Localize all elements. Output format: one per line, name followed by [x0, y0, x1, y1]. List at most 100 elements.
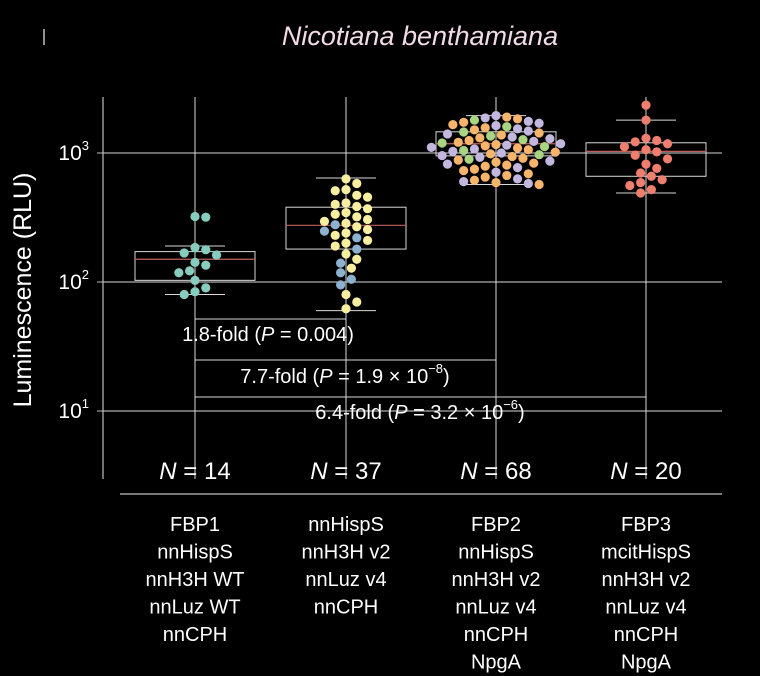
data-point: [352, 212, 362, 222]
fold-change-text: 1.8-fold (: [182, 324, 261, 346]
data-point: [539, 142, 550, 152]
data-point: [190, 275, 200, 285]
y-tick-label: 103: [58, 138, 89, 165]
data-point: [352, 233, 362, 243]
data-point: [341, 228, 351, 238]
data-point: [352, 297, 362, 307]
data-point: [362, 192, 373, 202]
fold-change-text: 6.4-fold (: [315, 402, 394, 424]
data-point: [362, 204, 373, 214]
data-point: [469, 175, 480, 185]
data-point: [630, 150, 640, 160]
p-value-close: ): [518, 402, 525, 424]
data-point: [523, 178, 533, 189]
data-point: [336, 280, 346, 290]
p-value-exponent: −8: [428, 361, 443, 376]
x-category-label-line: nnH3H v2: [602, 569, 691, 591]
data-point: [190, 257, 200, 267]
data-point: [352, 201, 362, 212]
data-point: [442, 159, 453, 169]
data-point: [201, 245, 211, 255]
x-category-label-line: nnCPH: [314, 597, 378, 619]
x-category-label-line: nnLuz WT: [149, 597, 240, 619]
data-point: [512, 124, 523, 134]
data-point: [646, 185, 656, 195]
x-category-label-line: FBP1: [170, 514, 220, 536]
data-point: [534, 179, 544, 190]
data-point: [453, 137, 463, 147]
data-point: [459, 166, 469, 176]
sample-size-label: N = 37: [310, 458, 381, 485]
p-value-text: = 3.2 × 10: [408, 402, 504, 424]
x-category-label-line: nnCPH: [614, 624, 678, 646]
data-point: [534, 118, 544, 128]
data-point: [641, 145, 651, 155]
x-category-label-line: nnLuz v4: [605, 597, 686, 619]
data-point: [346, 274, 356, 284]
data-point: [319, 216, 330, 226]
x-category-label-line: nnCPH: [163, 624, 227, 646]
data-point: [491, 139, 501, 150]
data-point: [330, 241, 340, 251]
p-value-text: = 0.004): [274, 324, 354, 346]
x-category-label-line: nnCPH: [464, 624, 528, 646]
data-point: [636, 168, 646, 178]
data-point: [646, 171, 656, 181]
data-point: [475, 152, 485, 162]
data-point: [346, 263, 356, 273]
data-point: [491, 121, 501, 131]
data-point: [523, 116, 533, 126]
data-point: [529, 136, 539, 147]
data-point: [502, 122, 512, 132]
data-point: [534, 128, 544, 138]
x-category-label-line: FBP2: [471, 514, 521, 536]
y-tick-exponent: 2: [82, 267, 89, 282]
n-symbol: N: [460, 458, 478, 485]
data-point: [556, 139, 566, 149]
data-point: [330, 199, 340, 209]
data-point: [341, 238, 351, 248]
data-point: [352, 254, 362, 264]
n-value: = 14: [177, 458, 231, 485]
sample-size-label: N = 14: [159, 458, 230, 485]
y-tick-label: 101: [58, 396, 89, 423]
data-point: [502, 112, 512, 122]
data-point: [502, 140, 512, 150]
data-point: [480, 123, 490, 133]
data-point: [341, 185, 351, 195]
data-point: [464, 135, 474, 146]
data-point: [486, 131, 496, 141]
n-symbol: N: [610, 458, 628, 485]
data-point: [475, 133, 485, 143]
data-point: [652, 163, 662, 173]
data-point: [442, 129, 453, 139]
data-point: [201, 260, 211, 270]
data-point: [352, 222, 362, 232]
data-point: [641, 115, 651, 125]
data-point: [459, 127, 469, 137]
data-point: [512, 163, 523, 173]
y-tick-exponent: 1: [82, 396, 89, 411]
data-point: [518, 153, 528, 163]
data-point: [179, 289, 189, 300]
data-point: [523, 126, 533, 136]
data-point: [362, 214, 373, 225]
data-point: [507, 132, 517, 142]
data-point: [341, 289, 351, 300]
data-point: [491, 167, 501, 177]
data-point: [550, 147, 560, 157]
data-point: [491, 177, 501, 188]
y-axis-label: Luminescence (RLU): [9, 173, 37, 408]
data-point: [174, 268, 184, 278]
data-point: [529, 158, 539, 168]
x-category-label-line: nnHispS: [157, 542, 233, 564]
data-point: [662, 139, 673, 149]
data-point: [437, 150, 447, 161]
data-point: [480, 113, 490, 123]
data-point: [523, 169, 533, 179]
data-point: [534, 150, 544, 160]
data-point: [336, 268, 346, 278]
significance-label: 6.4-fold (P = 3.2 × 10−6): [315, 397, 524, 424]
data-point: [330, 209, 340, 219]
x-category-label-line: nnLuz v4: [305, 569, 386, 591]
